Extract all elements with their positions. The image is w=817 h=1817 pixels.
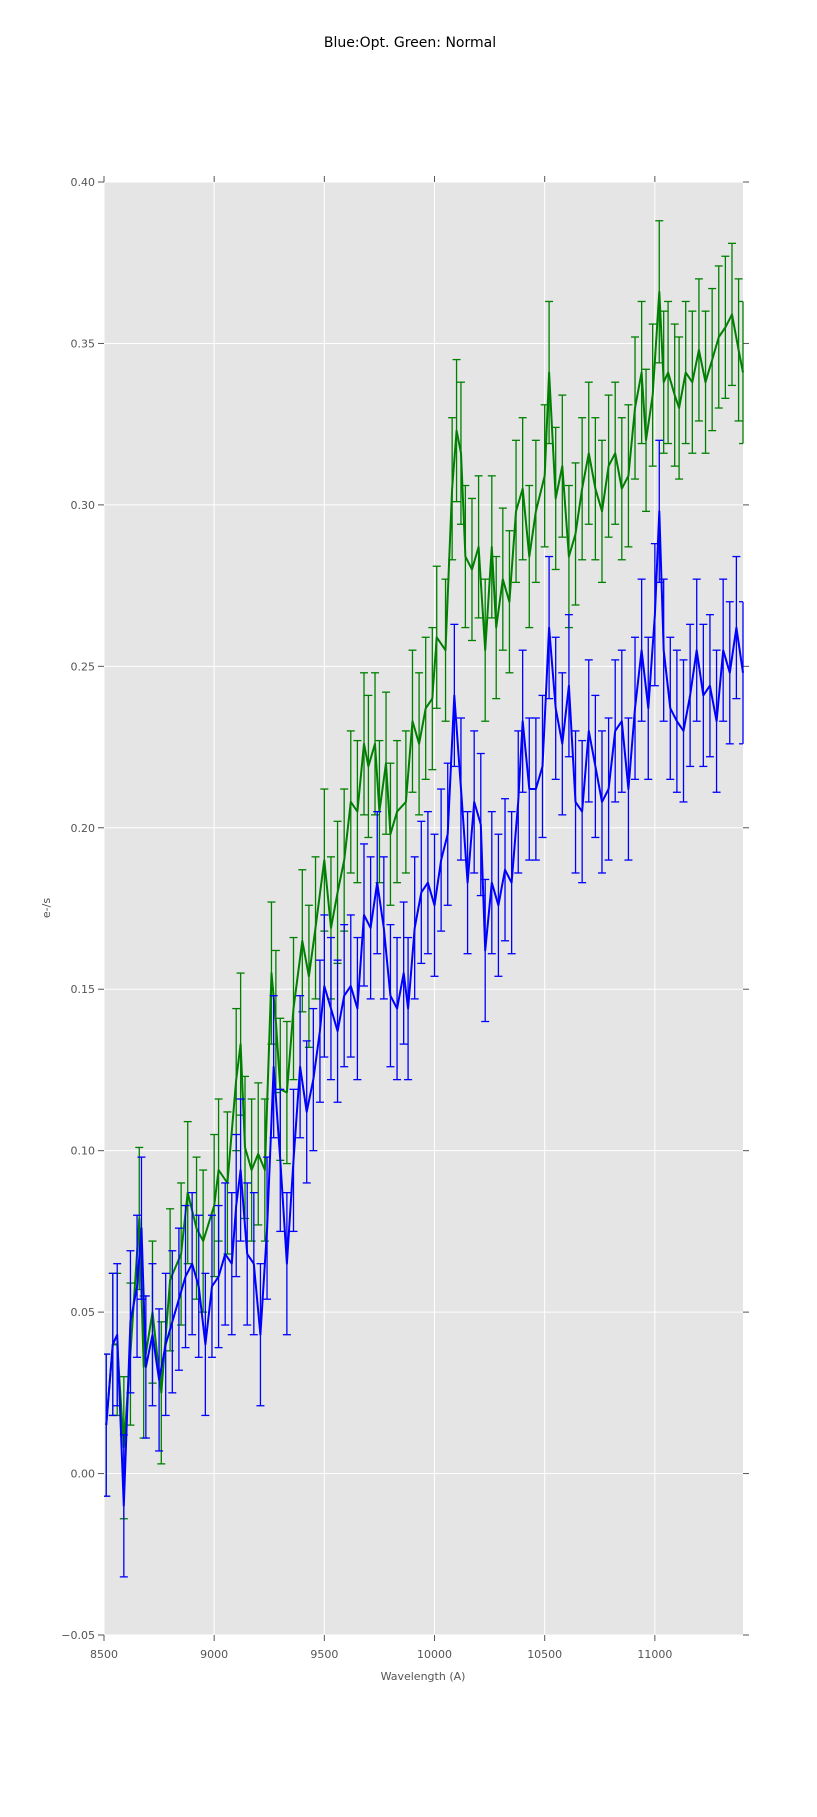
x-tick-label: 8500 (90, 1648, 118, 1661)
x-tick-label: 10500 (527, 1648, 562, 1661)
y-axis-label: e-/s (40, 898, 53, 918)
chart-title: Blue:Opt. Green: Normal (324, 35, 496, 51)
y-tick-label: 0.30 (71, 499, 96, 512)
x-tick-label: 11000 (637, 1648, 672, 1661)
y-tick-label: 0.00 (71, 1468, 96, 1481)
y-tick-label: 0.35 (71, 337, 96, 350)
x-axis-label: Wavelength (A) (381, 1670, 466, 1683)
series-layer (104, 220, 744, 1578)
y-tick-label: 0.05 (71, 1306, 96, 1319)
plot-area (104, 182, 743, 1635)
grid (103, 181, 743, 1636)
series-line (105, 290, 744, 1449)
x-tick-label: 10000 (417, 1648, 452, 1661)
y-tick-label: 0.20 (71, 822, 96, 835)
x-tick-label: 9500 (310, 1648, 338, 1661)
y-tick-label: 0.10 (71, 1145, 96, 1158)
y-tick-label: −0.05 (61, 1629, 95, 1642)
y-tick-label: 0.15 (71, 983, 96, 996)
x-tick-label: 9000 (200, 1648, 228, 1661)
series-opt (104, 439, 744, 1578)
series-line (105, 510, 744, 1507)
y-tick-label: 0.40 (71, 176, 96, 189)
axis-ticks: 8500 9000 9500 10000 10500 11000 −0.05 0.00 0.05… (61, 176, 749, 1661)
y-tick-label: 0.25 (71, 660, 96, 673)
